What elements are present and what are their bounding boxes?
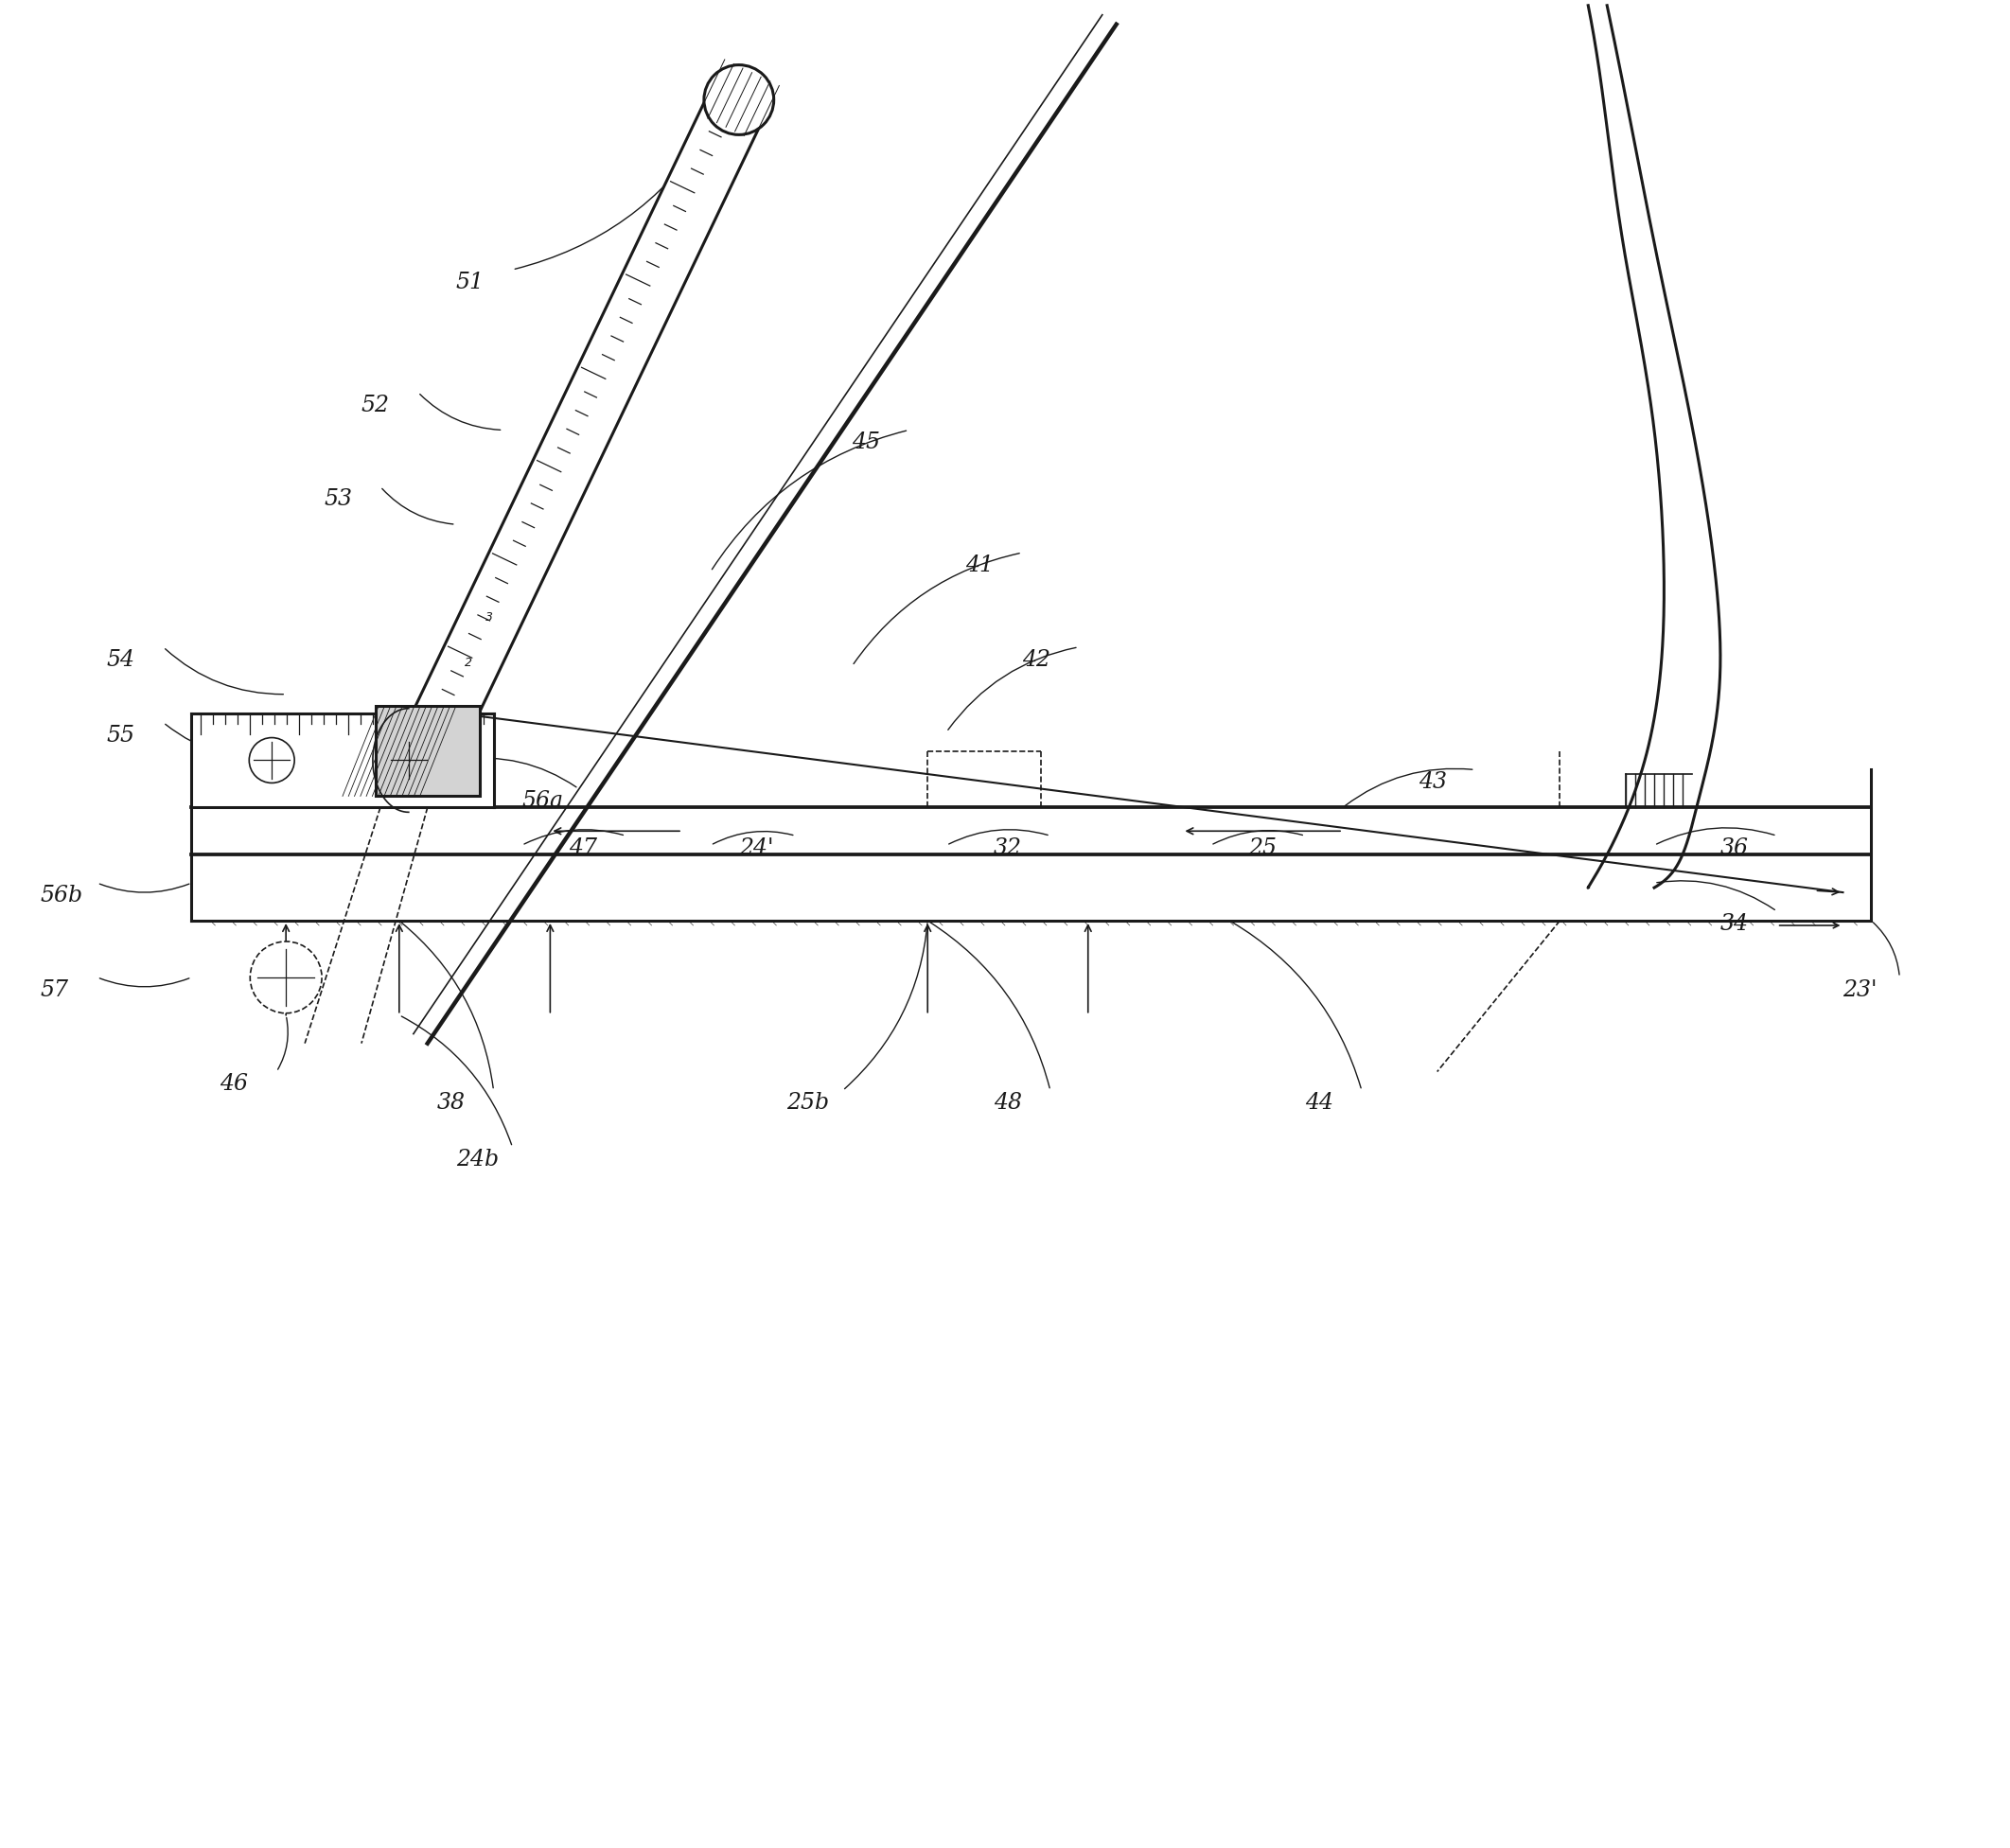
Text: 24': 24' <box>740 837 774 859</box>
Text: 56b: 56b <box>40 885 82 907</box>
Text: 41: 41 <box>965 554 993 577</box>
Circle shape <box>249 941 322 1013</box>
Text: 53: 53 <box>324 488 352 510</box>
Text: 56a: 56a <box>523 791 563 813</box>
Text: 3: 3 <box>486 612 492 625</box>
Polygon shape <box>400 87 766 763</box>
Text: 45: 45 <box>852 432 880 453</box>
Text: 55: 55 <box>107 724 135 747</box>
Polygon shape <box>376 706 480 796</box>
Text: 23': 23' <box>1843 979 1877 1002</box>
Text: 38: 38 <box>436 1092 466 1114</box>
Text: 36: 36 <box>1721 837 1749 859</box>
Text: 52: 52 <box>362 394 390 416</box>
Text: 2: 2 <box>464 656 472 669</box>
Text: 34: 34 <box>1721 913 1749 935</box>
Text: 51: 51 <box>456 272 484 294</box>
Text: 43: 43 <box>1419 772 1447 793</box>
Text: 46: 46 <box>219 1074 249 1096</box>
Text: 48: 48 <box>993 1092 1021 1114</box>
Text: 47: 47 <box>569 837 597 859</box>
Text: 57: 57 <box>40 979 68 1002</box>
Circle shape <box>386 737 432 784</box>
Text: 32: 32 <box>993 837 1021 859</box>
Text: 25b: 25b <box>786 1092 828 1114</box>
Text: 25: 25 <box>1248 837 1276 859</box>
Circle shape <box>249 737 293 784</box>
Text: 24b: 24b <box>456 1149 498 1172</box>
Text: 54: 54 <box>107 649 135 671</box>
Circle shape <box>704 65 774 135</box>
Text: 42: 42 <box>1021 649 1051 671</box>
Text: 44: 44 <box>1304 1092 1333 1114</box>
